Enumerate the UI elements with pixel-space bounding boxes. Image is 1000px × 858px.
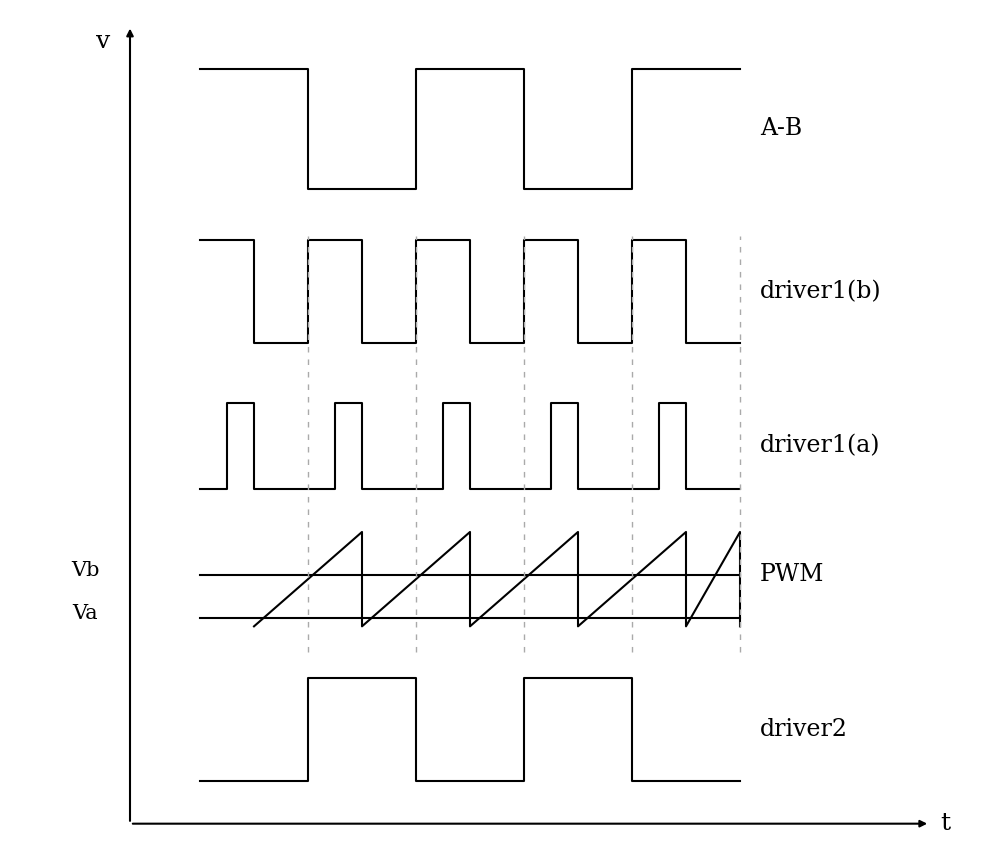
Text: driver1(a): driver1(a) (760, 435, 881, 457)
Text: Va: Va (72, 604, 98, 623)
Text: A-B: A-B (760, 118, 802, 140)
Text: v: v (96, 30, 110, 53)
Text: t: t (940, 813, 950, 835)
Text: PWM: PWM (760, 564, 824, 586)
Text: driver1(b): driver1(b) (760, 281, 882, 303)
Text: driver2: driver2 (760, 718, 848, 740)
Text: Vb: Vb (71, 561, 99, 580)
